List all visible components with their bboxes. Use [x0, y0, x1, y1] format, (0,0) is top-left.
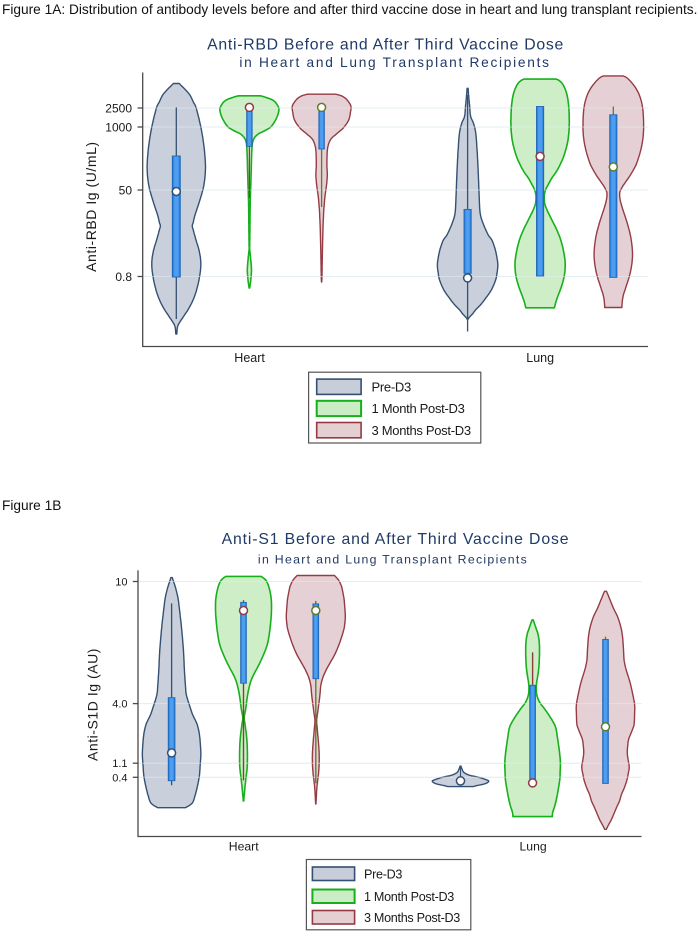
- svg-text:0.8: 0.8: [115, 270, 132, 284]
- svg-text:2500: 2500: [105, 101, 132, 115]
- svg-text:Figure 1B: Figure 1B: [2, 498, 61, 513]
- svg-text:1.1: 1.1: [112, 758, 127, 770]
- svg-text:4.0: 4.0: [112, 699, 127, 711]
- svg-text:in Heart and Lung Transplant R: in Heart and Lung Transplant Recipients: [258, 553, 528, 567]
- svg-text:Lung: Lung: [526, 351, 554, 365]
- svg-text:Figure 1A: Distribution of ant: Figure 1A: Distribution of antibody leve…: [2, 2, 697, 17]
- svg-text:Anti-RBD Ig (U/mL): Anti-RBD Ig (U/mL): [83, 141, 99, 271]
- svg-text:Anti-S1 Before and After Third: Anti-S1 Before and After Third Vaccine D…: [222, 531, 570, 548]
- svg-text:Heart: Heart: [234, 351, 265, 365]
- svg-text:Pre-D3: Pre-D3: [372, 379, 411, 394]
- svg-text:50: 50: [119, 183, 133, 197]
- svg-text:Lung: Lung: [520, 840, 547, 854]
- svg-text:1 Month Post-D3: 1 Month Post-D3: [372, 401, 465, 416]
- svg-text:Anti-S1D Ig (AU): Anti-S1D Ig (AU): [85, 648, 101, 761]
- svg-text:1000: 1000: [105, 120, 132, 134]
- svg-text:0.4: 0.4: [112, 772, 127, 784]
- svg-text:3 Months Post-D3: 3 Months Post-D3: [372, 423, 471, 438]
- svg-text:1 Month Post-D3: 1 Month Post-D3: [364, 890, 454, 904]
- svg-text:Heart: Heart: [229, 840, 259, 854]
- svg-text:10: 10: [115, 577, 127, 589]
- svg-text:in Heart and Lung Transplant R: in Heart and Lung Transplant Recipients: [239, 55, 550, 70]
- svg-text:Anti-RBD Before and After Thir: Anti-RBD Before and After Third Vaccine …: [207, 37, 564, 54]
- svg-text:3 Months Post-D3: 3 Months Post-D3: [364, 911, 460, 925]
- svg-text:Pre-D3: Pre-D3: [364, 867, 402, 881]
